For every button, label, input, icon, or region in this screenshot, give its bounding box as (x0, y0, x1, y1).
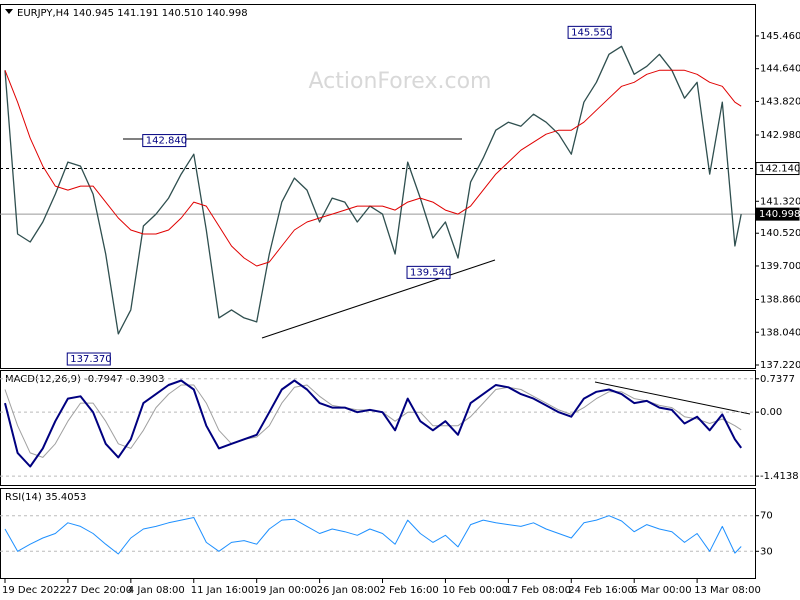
x-tick-label: 13 Mar 08:00 (694, 585, 761, 596)
panel-title: MACD(12,26,9) -0.7947 -0.3903 (5, 374, 165, 385)
watermark: ActionForex.com (309, 69, 492, 94)
y-tick-label: 0.7377 (760, 374, 795, 385)
x-tick-label: 19 Dec 2022 (2, 585, 66, 596)
reference-label-box (755, 162, 800, 176)
panel-title: EURJPY,H4 140.945 141.191 140.510 140.99… (17, 8, 248, 19)
x-tick-label: 10 Feb 00:00 (442, 585, 508, 596)
series-line (4, 379, 743, 468)
series-group (4, 379, 743, 468)
panel-frame (0, 370, 756, 486)
x-tick-label: 4 Jan 08:00 (128, 585, 185, 596)
menu-icon (5, 9, 13, 14)
y-tick-label: 144.640 (760, 64, 800, 75)
y-tick-label: 30 (760, 546, 773, 557)
y-tick-label: 141.320 (760, 196, 800, 207)
y-tick-label: 137.220 (760, 360, 800, 371)
y-tick-label: 139.700 (760, 261, 800, 272)
x-tick-label: 26 Jan 08:00 (317, 585, 380, 596)
annotation-label: 145.550 (571, 27, 612, 38)
y-tick-label: 142.980 (760, 130, 800, 141)
annotation-box (406, 265, 451, 279)
y-tick-label: 70 (760, 511, 773, 522)
x-tick-label: 2 Feb 16:00 (380, 585, 439, 596)
annotation-box (66, 352, 111, 366)
x-tick-label: 6 Mar 00:00 (631, 585, 691, 596)
y-tick-label: 0.00 (760, 407, 782, 418)
y-tick-label: -1.4138 (760, 471, 799, 482)
x-tick-label: 11 Jan 16:00 (191, 585, 254, 596)
reference-label: 142.140 (759, 164, 800, 175)
y-tick-label: 143.820 (760, 96, 800, 107)
annotation-box (142, 134, 187, 148)
x-tick-label: 17 Feb 08:00 (505, 585, 571, 596)
macd-trend-line (594, 381, 751, 415)
y-tick-label: 140.520 (760, 228, 800, 239)
annotation-label: 137.370 (70, 354, 111, 365)
trend-line (261, 259, 496, 339)
panel-title: RSI(14) 35.4053 (5, 492, 86, 503)
reference-label: 140.998 (759, 209, 800, 220)
series-group (4, 45, 742, 335)
y-tick-label: 138.860 (760, 295, 800, 306)
y-tick-label: 138.040 (760, 327, 800, 338)
annotation-label: 139.540 (410, 267, 451, 278)
annotation-box (567, 25, 612, 39)
y-tick-label: 145.460 (760, 31, 800, 42)
series-group (4, 515, 742, 555)
x-tick-label: 19 Jan 00:00 (254, 585, 317, 596)
series-line (4, 515, 742, 555)
x-tick-label: 27 Dec 20:00 (65, 585, 132, 596)
series-line (4, 69, 742, 267)
panel-frame (0, 4, 756, 369)
panel-frame (0, 488, 756, 579)
series-line (4, 45, 742, 335)
reference-label-box (755, 207, 800, 221)
annotation-label: 142.840 (146, 136, 187, 147)
x-tick-label: 24 Feb 16:00 (568, 585, 634, 596)
